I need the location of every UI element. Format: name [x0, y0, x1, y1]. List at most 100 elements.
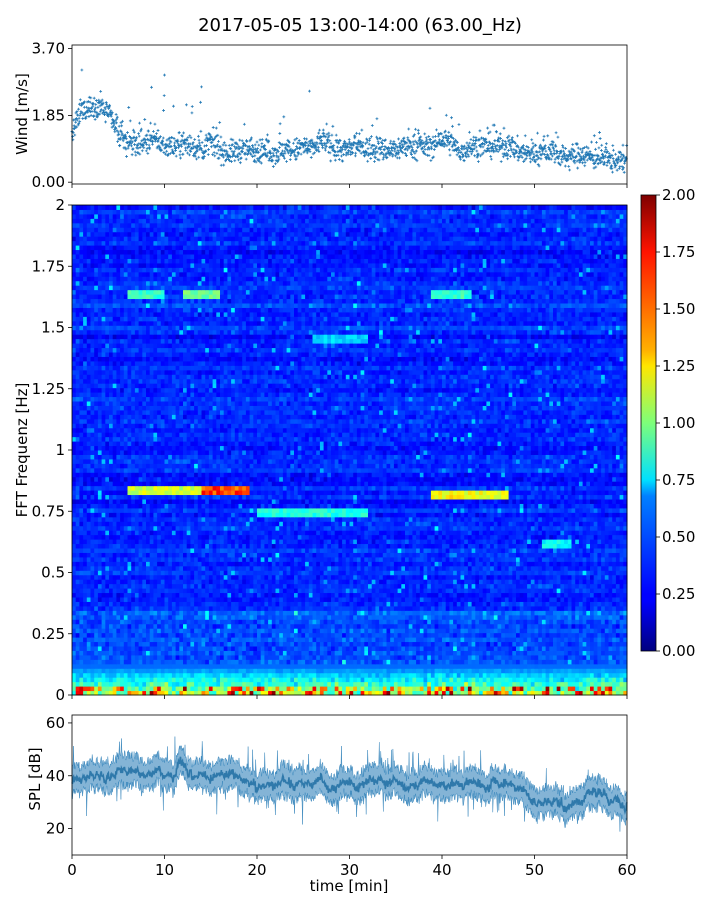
wind-point	[200, 141, 204, 144]
spectrogram-cell	[105, 677, 110, 683]
spectrogram-cell	[504, 605, 510, 611]
spectrogram-cell	[264, 614, 269, 620]
spectrogram-cell	[549, 619, 554, 625]
spectrogram-cell	[382, 668, 387, 674]
spectrogram-cell	[72, 614, 77, 620]
spectrogram-cell	[416, 668, 421, 674]
spectrogram-cell	[464, 623, 469, 629]
spectrogram-cell	[319, 632, 325, 638]
spectrogram-cell	[160, 605, 165, 611]
wind-point	[236, 155, 240, 159]
wind-point	[177, 131, 181, 134]
wind-point	[164, 152, 167, 156]
spectrogram-cell	[157, 686, 162, 692]
wind-point	[239, 156, 243, 160]
spectrogram-cell	[530, 614, 535, 620]
spectrogram-cell	[471, 677, 476, 683]
spectrogram-cell	[338, 650, 343, 656]
spectrogram-cell	[449, 677, 454, 683]
spectrogram-cell	[301, 686, 306, 692]
spectrogram-cell	[504, 677, 510, 683]
spectrogram-cell	[123, 654, 128, 660]
spectrogram-cell	[134, 628, 140, 634]
wind-point	[258, 148, 262, 152]
spectrogram-cell	[486, 663, 491, 669]
spectrogram-cell	[475, 619, 480, 625]
spectrogram-cell	[482, 619, 487, 625]
spectrogram-cell	[379, 654, 384, 660]
spectrogram-cell	[401, 628, 406, 634]
spectrogram-cell	[319, 686, 325, 692]
spectrogram-cell	[79, 686, 84, 692]
spectrogram-cell	[312, 628, 317, 634]
wind-point	[211, 126, 215, 129]
spectrogram-cell	[560, 610, 565, 616]
spectrogram-cell	[72, 668, 77, 674]
spectrogram-cell	[72, 677, 77, 683]
spectrogram-cell	[179, 646, 184, 651]
spectrogram-cell	[564, 686, 569, 692]
spectrogram-cell	[615, 668, 621, 674]
spectrogram-cell	[575, 601, 580, 607]
wind-point	[133, 143, 136, 146]
spectrogram-cell	[578, 663, 584, 669]
spectrogram-cell	[342, 663, 347, 669]
spectrogram-cell	[586, 659, 591, 665]
spectrogram-cell	[471, 632, 476, 638]
spectrogram-cell	[405, 610, 410, 616]
spectrogram-cell	[541, 605, 547, 611]
spectrogram-cell	[75, 641, 80, 647]
wind-point	[185, 138, 189, 142]
spectrogram-cell	[453, 668, 458, 674]
spectrogram-cell	[271, 681, 276, 687]
spectrogram-cell	[175, 646, 180, 651]
spectrogram-cell	[608, 641, 613, 647]
spectrogram-cell	[379, 619, 384, 625]
wind-point	[180, 144, 183, 148]
spectrogram-cell	[105, 646, 110, 651]
spectrogram-cell	[212, 623, 217, 629]
spectrogram-cell	[164, 663, 169, 669]
spectrogram-cell	[146, 619, 151, 625]
spectrogram-cell	[112, 637, 117, 643]
spectrogram-cell	[379, 677, 384, 683]
spectrogram-cell	[97, 668, 103, 674]
wind-point	[247, 145, 251, 148]
spectrogram-cell	[604, 650, 609, 656]
spectrogram-cell	[264, 619, 269, 625]
spectrogram-cell	[556, 614, 561, 620]
spectrogram-cell	[216, 601, 221, 607]
spectrogram-cell	[290, 681, 295, 687]
wind-point	[427, 135, 431, 138]
spectrogram-cell	[164, 605, 169, 611]
wind-point	[114, 127, 118, 130]
spectrogram-cell	[619, 677, 624, 683]
spectrogram-cell	[290, 623, 295, 629]
spectrogram-cell	[75, 654, 80, 660]
spectrogram-cell	[438, 646, 443, 651]
wind-point	[96, 115, 99, 119]
spectrogram-cell	[197, 614, 202, 620]
spectrogram-cell	[97, 619, 103, 625]
wind-point	[291, 141, 295, 145]
spectrogram-cell	[120, 654, 125, 660]
spectrogram-cell	[430, 668, 436, 674]
spectrogram-cell	[449, 605, 454, 611]
spectrogram-cell	[153, 614, 158, 620]
wind-point	[245, 148, 249, 152]
spectrogram-cell	[116, 646, 121, 651]
spectrogram-cell	[356, 601, 362, 607]
spectrogram-cell	[364, 677, 369, 683]
wind-point	[232, 153, 236, 157]
spectrogram-cell	[553, 623, 558, 629]
spectrogram-cell	[279, 668, 284, 674]
wind-point	[280, 142, 284, 146]
spectrogram-cell	[242, 628, 247, 634]
wind-point	[188, 153, 191, 157]
spectrogram-cell	[179, 623, 184, 629]
spectrogram-cell	[308, 663, 313, 669]
spectrogram-cell	[197, 681, 202, 687]
wind-point	[229, 147, 233, 151]
spectrogram-cell	[523, 632, 528, 638]
spectrogram-cell	[582, 637, 587, 643]
